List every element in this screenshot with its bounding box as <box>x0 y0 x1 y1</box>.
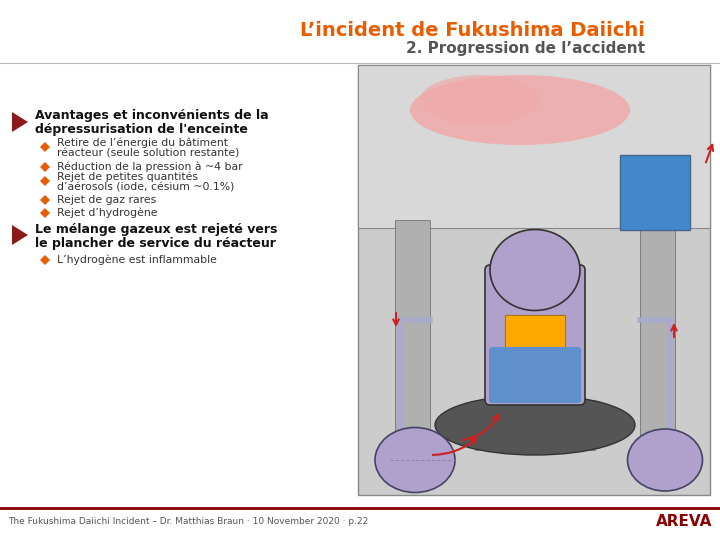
Text: le plancher de service du réacteur: le plancher de service du réacteur <box>35 237 276 249</box>
Bar <box>475 400 595 450</box>
Bar <box>620 155 690 230</box>
Polygon shape <box>40 142 50 152</box>
Bar <box>358 65 710 228</box>
Ellipse shape <box>420 75 540 125</box>
Text: AREVA: AREVA <box>656 515 712 530</box>
Polygon shape <box>12 112 28 132</box>
Polygon shape <box>40 162 50 172</box>
Text: Retire de l’énergie du bâtiment: Retire de l’énergie du bâtiment <box>57 138 228 148</box>
Text: réacteur (seule solution restante): réacteur (seule solution restante) <box>57 149 239 159</box>
Text: Avantages et inconvénients de la: Avantages et inconvénients de la <box>35 110 269 123</box>
Polygon shape <box>40 195 50 205</box>
Bar <box>505 315 565 385</box>
Text: Rejet de petites quantités: Rejet de petites quantités <box>57 172 198 183</box>
FancyBboxPatch shape <box>489 347 581 403</box>
Polygon shape <box>40 255 50 265</box>
Text: Rejet d’hydrogène: Rejet d’hydrogène <box>57 208 158 218</box>
Text: 2. Progression de l’accident: 2. Progression de l’accident <box>406 40 645 56</box>
FancyBboxPatch shape <box>485 265 585 405</box>
Bar <box>395 220 430 450</box>
Ellipse shape <box>628 429 703 491</box>
Ellipse shape <box>435 395 635 455</box>
Text: The Fukushima Daiichi Incident – Dr. Matthias Braun · 10 November 2020 · p.22: The Fukushima Daiichi Incident – Dr. Mat… <box>8 517 368 526</box>
Polygon shape <box>12 225 28 245</box>
Bar <box>358 65 710 495</box>
Text: L’incident de Fukushima Daiichi: L’incident de Fukushima Daiichi <box>300 21 645 39</box>
Text: d’aérosols (iode, césium ~0.1%): d’aérosols (iode, césium ~0.1%) <box>57 183 235 193</box>
Text: Rejet de gaz rares: Rejet de gaz rares <box>57 195 156 205</box>
Text: dépressurisation de l'enceinte: dépressurisation de l'enceinte <box>35 124 248 137</box>
Polygon shape <box>40 176 50 186</box>
Ellipse shape <box>410 75 630 145</box>
Bar <box>640 220 675 450</box>
Text: Le mélange gazeux est rejeté vers: Le mélange gazeux est rejeté vers <box>35 222 277 235</box>
Ellipse shape <box>375 428 455 492</box>
Text: L’hydrogène est inflammable: L’hydrogène est inflammable <box>57 255 217 265</box>
Ellipse shape <box>490 230 580 310</box>
Polygon shape <box>40 208 50 218</box>
Text: Réduction de la pression à ~4 bar: Réduction de la pression à ~4 bar <box>57 162 243 172</box>
